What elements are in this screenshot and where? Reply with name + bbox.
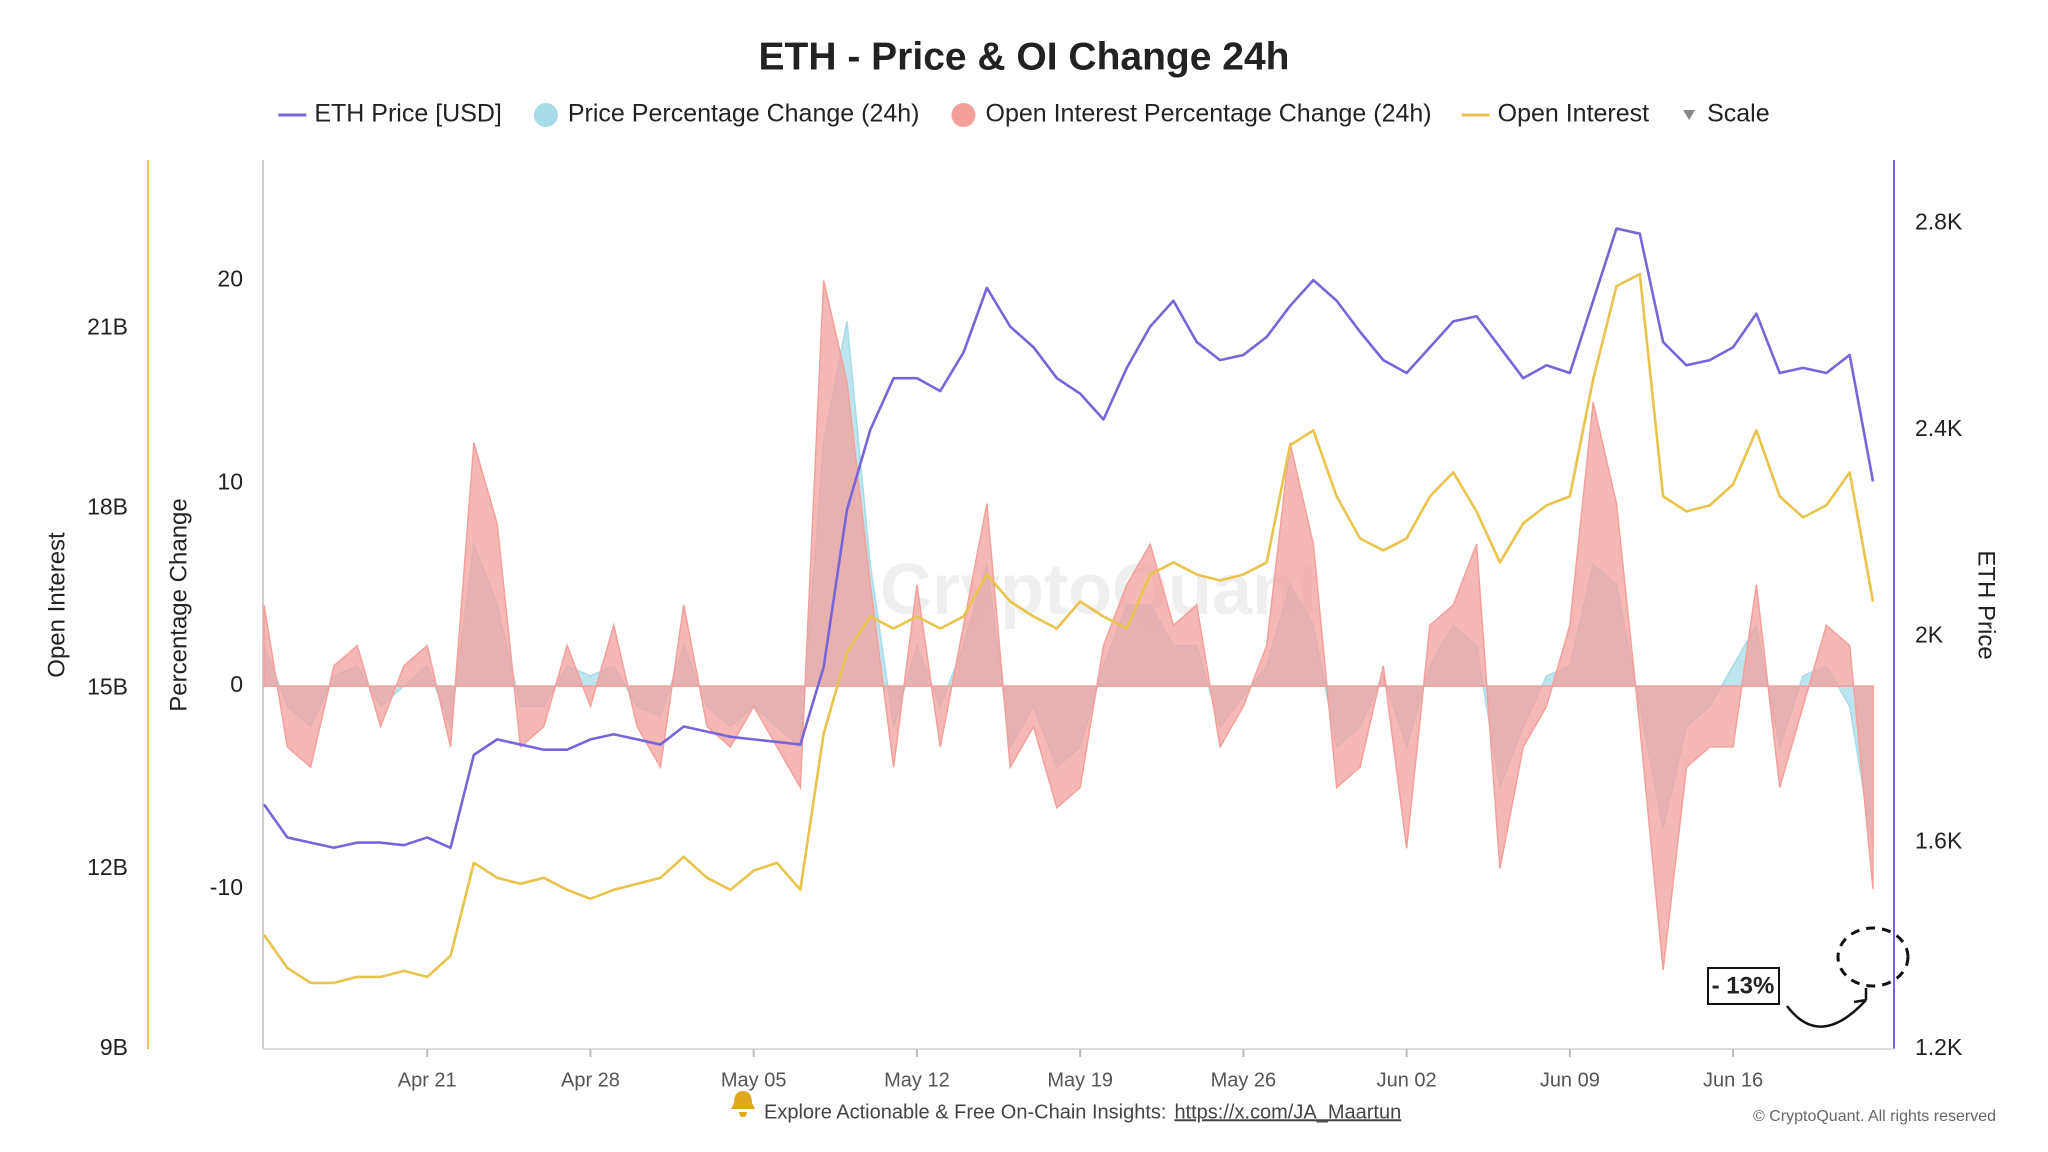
- copyright: © CryptoQuant. All rights reserved: [1753, 1108, 1996, 1125]
- legend-label: Open Interest Percentage Change (24h): [985, 100, 1431, 128]
- footer-link[interactable]: https://x.com/JA_Maartun: [1174, 1101, 1401, 1123]
- x-tick-label: Apr 28: [561, 1069, 620, 1091]
- y-tick-label: 0: [230, 671, 243, 697]
- y3-tick-label: 18B: [87, 493, 128, 519]
- x-tick-label: Jun 09: [1540, 1069, 1600, 1091]
- chart-title: ETH - Price & OI Change 24h: [759, 35, 1290, 78]
- legend-label: Price Percentage Change (24h): [568, 100, 920, 128]
- annotation-arrow: [1786, 999, 1867, 1028]
- legend-swatch: [533, 103, 558, 127]
- plot-area: [262, 227, 1875, 985]
- annotation-arrowhead: [1853, 988, 1868, 1004]
- y-tick-label: -10: [210, 874, 243, 900]
- x-tick-label: Apr 21: [398, 1069, 457, 1091]
- y2-tick-label: 2.4K: [1915, 415, 1963, 441]
- area: [263, 280, 1874, 971]
- annotation-box: [1707, 967, 1780, 1005]
- legend-scale[interactable]: Scale: [1707, 100, 1770, 128]
- y2-axis-title: ETH Price: [1973, 550, 2000, 659]
- line: [262, 227, 1875, 850]
- y2-tick-label: 1.6K: [1915, 828, 1963, 854]
- y3-tick-label: 21B: [87, 313, 128, 339]
- y3-tick-label: 9B: [100, 1034, 128, 1060]
- legend-swatch: [951, 103, 976, 127]
- annotation: - 13%: [1712, 972, 1775, 999]
- x-tick-label: Jun 16: [1703, 1069, 1763, 1091]
- legend-scale-icon: [1683, 110, 1696, 120]
- y2-tick-label: 2.8K: [1915, 208, 1963, 234]
- y-tick-label: 20: [217, 266, 243, 292]
- x-tick-label: May 26: [1211, 1069, 1277, 1091]
- x-tick-label: Jun 02: [1377, 1069, 1437, 1091]
- y3-axis-title: Open Interest: [43, 532, 70, 678]
- watermark: CryptoQuant: [880, 550, 1320, 630]
- x-tick-label: May 12: [884, 1069, 950, 1091]
- y2-tick-label: 2K: [1915, 621, 1944, 647]
- footer-icon: [731, 1091, 755, 1117]
- y-tick-label: 10: [217, 468, 243, 494]
- x-tick-label: May 05: [721, 1069, 787, 1091]
- footer-text: Explore Actionable & Free On-Chain Insig…: [764, 1101, 1166, 1123]
- legend-label: ETH Price [USD]: [314, 100, 502, 128]
- legend: ETH Price [USD] Price Percentage Change (…: [278, 100, 1770, 128]
- legend-label: Open Interest: [1498, 100, 1650, 128]
- x-tick-label: May 19: [1047, 1069, 1113, 1091]
- annotation-circle: [1836, 926, 1910, 988]
- y3-tick-label: 12B: [87, 854, 128, 880]
- y-axis-title: Percentage Change: [165, 498, 192, 712]
- line: [262, 272, 1875, 985]
- y3-tick-label: 15B: [87, 674, 128, 700]
- y2-tick-label: 1.2K: [1915, 1034, 1963, 1060]
